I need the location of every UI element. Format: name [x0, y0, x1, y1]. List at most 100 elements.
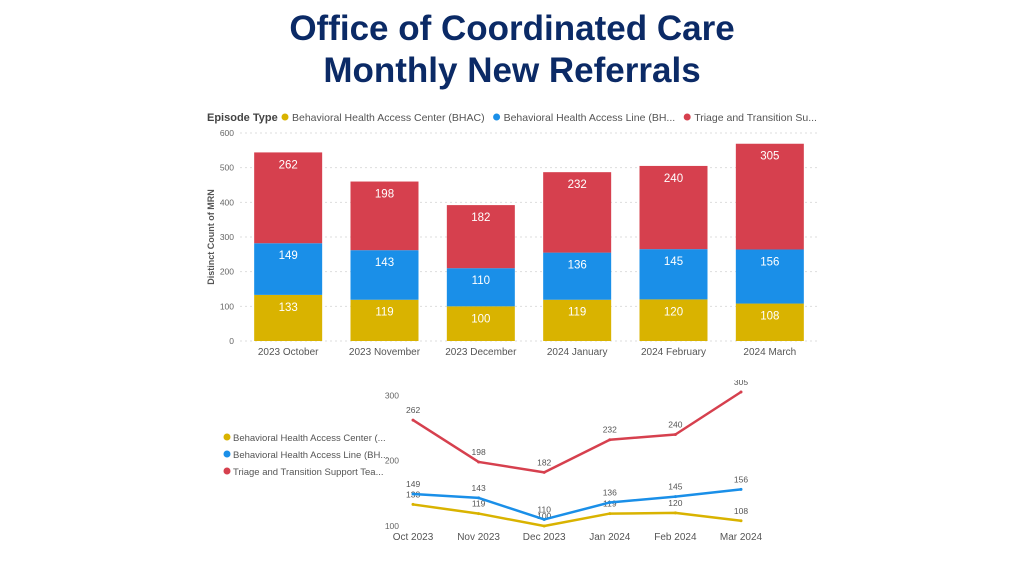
data-point: [542, 517, 546, 521]
bar-data-label: 262: [279, 159, 298, 171]
title-line-2: Monthly New Referrals: [323, 51, 701, 90]
line-y-tick-label: 300: [385, 390, 399, 400]
point-label: 182: [537, 457, 551, 467]
x-tick-label: 2023 October: [258, 347, 319, 358]
y-tick-label: 200: [220, 267, 234, 277]
series-line-2: [412, 488, 742, 521]
series-line-1: [412, 503, 742, 528]
bar-segment-2: [735, 249, 804, 304]
bar-data-label: 198: [375, 189, 394, 201]
point-label: 136: [603, 487, 617, 497]
data-point: [477, 460, 481, 464]
data-point: [673, 511, 677, 515]
line-legend-marker-1: [223, 433, 231, 441]
bar-segment-3: [639, 165, 708, 250]
data-point: [739, 519, 743, 523]
y-tick-label: 500: [220, 163, 234, 173]
bar-segment-2: [254, 243, 323, 295]
bar-data-label: 108: [760, 311, 779, 323]
bar-data-label: 119: [375, 307, 393, 319]
stacked-bar-chart: Episode Type Behavioral Health Access Cen…: [206, 112, 818, 358]
line-x-tick-label: Nov 2023: [457, 532, 500, 543]
data-point: [542, 524, 546, 528]
y-tick-label: 100: [220, 301, 234, 311]
data-point: [411, 418, 415, 422]
data-point: [411, 492, 415, 496]
line-y-tick-label: 200: [385, 456, 399, 466]
x-tick-label: 2024 January: [547, 347, 608, 358]
legend-label-1: Behavioral Health Access Center (BHAC): [292, 112, 485, 124]
point-label: 156: [734, 474, 748, 484]
point-label: 100: [537, 511, 551, 521]
line-x-tick-label: Feb 2024: [654, 532, 697, 543]
bar-data-label: 232: [568, 179, 587, 191]
line-y-tick-label: 100: [385, 521, 399, 531]
data-point: [673, 432, 677, 436]
point-label: 119: [472, 499, 486, 509]
bar-segment-3: [254, 152, 323, 244]
data-point: [739, 487, 743, 491]
y-tick-label: 300: [220, 232, 234, 242]
bar-segment-1: [350, 299, 419, 341]
x-tick-label: 2024 March: [743, 347, 796, 358]
data-point: [477, 496, 481, 500]
data-point: [739, 390, 743, 394]
bar-data-label: 182: [471, 212, 490, 224]
line-x-tick-label: Jan 2024: [589, 532, 631, 543]
bar-segment-1: [254, 294, 323, 341]
bar-segment-2: [446, 268, 515, 307]
bar-data-label: 110: [472, 275, 490, 287]
line-legend-marker-2: [223, 450, 231, 458]
x-tick-label: 2023 December: [445, 347, 517, 358]
point-label: 305: [734, 380, 748, 387]
bar-data-label: 145: [664, 256, 683, 268]
point-label: 120: [668, 498, 682, 508]
legend-title: Episode Type: [207, 112, 278, 124]
bar-data-label: 305: [760, 151, 779, 163]
bar-segment-3: [446, 205, 515, 269]
bar-segment-1: [446, 306, 515, 341]
line-x-tick-label: Dec 2023: [523, 532, 566, 543]
bar-data-label: 133: [279, 302, 298, 314]
bar-segment-2: [639, 249, 708, 300]
bar-segment-2: [350, 250, 419, 300]
data-point: [608, 512, 612, 516]
bar-data-label: 240: [664, 173, 683, 185]
point-label: 143: [472, 483, 486, 493]
bar-segment-3: [543, 172, 612, 253]
line-legend-label-3: Triage and Transition Support Tea...: [233, 467, 384, 478]
bar-segment-3: [735, 143, 804, 250]
point-label: 108: [734, 506, 748, 516]
point-label: 149: [406, 479, 420, 489]
data-point: [608, 500, 612, 504]
line-x-tick-label: Mar 2024: [720, 532, 763, 543]
data-point: [542, 470, 546, 474]
point-label: 240: [668, 419, 682, 429]
line-x-tick-label: Oct 2023: [393, 532, 434, 543]
legend-label-3: Triage and Transition Su...: [694, 112, 817, 124]
bar-data-label: 143: [375, 257, 394, 269]
y-tick-label: 0: [229, 336, 234, 346]
y-tick-label: 400: [220, 197, 234, 207]
y-tick-label: 600: [220, 128, 234, 138]
bar-segment-1: [543, 299, 612, 341]
bar-segment-1: [735, 303, 804, 341]
point-label: 110: [537, 504, 551, 514]
legend-marker-3: [683, 113, 691, 121]
chart-title: Office of Coordinated Care Monthly New R…: [0, 8, 1024, 92]
legend-marker-2: [493, 113, 501, 121]
bar-segment-1: [639, 299, 708, 341]
point-label: 198: [472, 447, 486, 457]
data-point: [411, 502, 415, 506]
bar-data-label: 136: [568, 260, 587, 272]
series-line-3: [412, 390, 742, 474]
bar-data-label: 149: [279, 250, 298, 262]
line-chart: Behavioral Health Access Center (... Beha…: [223, 380, 763, 543]
x-tick-label: 2023 November: [349, 347, 421, 358]
legend-label-2: Behavioral Health Access Line (BH...: [504, 112, 676, 124]
point-label: 262: [406, 405, 420, 415]
line-legend-label-2: Behavioral Health Access Line (BH...: [233, 450, 388, 461]
bar-data-label: 119: [568, 307, 586, 319]
data-point: [608, 438, 612, 442]
point-label: 232: [603, 425, 617, 435]
